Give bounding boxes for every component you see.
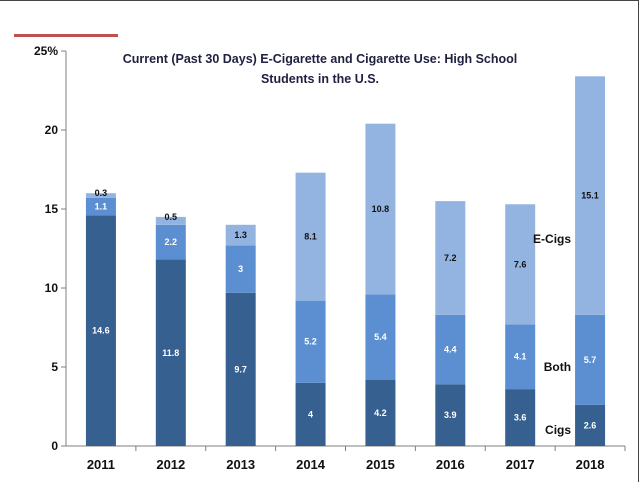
y-tick-label: 10 [45, 281, 59, 295]
chart-title-line2: Students in the U.S. [261, 72, 379, 86]
bar-segment-cigs [295, 382, 326, 446]
data-label: 4.1 [514, 352, 527, 362]
bar-segment-e-cigs [435, 201, 466, 315]
y-tick-label: 0 [51, 439, 58, 453]
data-label: 2.2 [165, 237, 178, 247]
x-tick-label: 2012 [156, 457, 185, 472]
bar-segment-both [225, 245, 256, 293]
data-label: 0.3 [95, 188, 108, 198]
data-labels: 14.6 1.1 0.3 11.8 2.2 0.5 9.7 3 1.3 4 5.2 8.1 4.2 5.4… [92, 188, 599, 430]
data-label: 11.8 [162, 348, 179, 358]
x-tick-label: 2015 [366, 457, 395, 472]
x-tick-label: 2011 [87, 457, 115, 472]
y-tick-label: 20 [45, 123, 59, 137]
bar-segment-both [435, 314, 466, 385]
data-label: 5.2 [304, 337, 317, 347]
bar-segment-e-cigs [85, 193, 116, 198]
bar-segment-both [155, 224, 186, 260]
bar-segment-e-cigs [365, 123, 396, 295]
bar-segment-e-cigs [295, 172, 326, 301]
data-label: 3 [238, 264, 243, 274]
bar-segment-cigs [155, 259, 186, 446]
bar-segment-e-cigs [575, 76, 606, 315]
data-label: 1.1 [95, 202, 108, 212]
series-label-cigs: Cigs [545, 423, 571, 437]
bar-segment-cigs [435, 384, 466, 446]
data-label: 14.6 [92, 326, 110, 336]
data-label: 3.6 [514, 413, 527, 423]
data-label: 1.3 [234, 230, 247, 240]
data-label: 5.4 [374, 332, 387, 342]
x-tick-label: 2017 [506, 457, 535, 472]
y-tick-label: 5 [51, 360, 58, 374]
x-tick-label: 2016 [436, 457, 465, 472]
bar-segment-both [85, 197, 116, 216]
bar-segment-cigs [85, 215, 116, 446]
data-label: 8.1 [304, 232, 317, 242]
x-tick-label: 2013 [226, 457, 255, 472]
data-label: 4.4 [444, 345, 457, 355]
bar-segment-cigs [225, 292, 256, 446]
data-label: 7.6 [514, 259, 527, 269]
bar-segment-cigs [575, 404, 606, 446]
data-label: 0.5 [165, 212, 178, 222]
data-label: 3.9 [444, 410, 457, 420]
data-label: 4 [308, 409, 313, 419]
bars [85, 76, 606, 446]
bar-segment-e-cigs [225, 224, 256, 246]
accent-bar [14, 34, 118, 37]
bar-segment-both [575, 314, 606, 405]
data-label: 2.6 [584, 420, 597, 430]
bar-segment-cigs [505, 389, 536, 446]
series-label-e-cigs: E-Cigs [533, 232, 571, 246]
data-label: 7.2 [444, 253, 457, 263]
y-tick-label: 25% [34, 44, 58, 58]
data-label: 9.7 [234, 364, 247, 374]
data-label: 5.7 [584, 355, 597, 365]
bar-segment-both [295, 300, 326, 383]
y-tick-label: 15 [45, 202, 59, 216]
bar-segment-cigs [365, 379, 396, 446]
axes: 0 5 10 15 20 25% 2011 2012 2013 2014 2015 2016 2017 2… [34, 44, 626, 472]
data-label: 15.1 [581, 191, 599, 201]
bar-segment-both [505, 324, 536, 390]
bar-segment-e-cigs [155, 216, 186, 225]
series-label-both: Both [544, 360, 571, 374]
bar-segment-e-cigs [505, 204, 536, 325]
chart-title-line1: Current (Past 30 Days) E-Cigarette and C… [123, 52, 518, 66]
data-label: 10.8 [372, 204, 390, 214]
series-labels: Cigs Both E-Cigs [533, 232, 571, 437]
bar-segment-both [365, 294, 396, 380]
data-label: 4.2 [374, 408, 387, 418]
x-tick-label: 2014 [296, 457, 326, 472]
x-tick-label: 2018 [576, 457, 605, 472]
